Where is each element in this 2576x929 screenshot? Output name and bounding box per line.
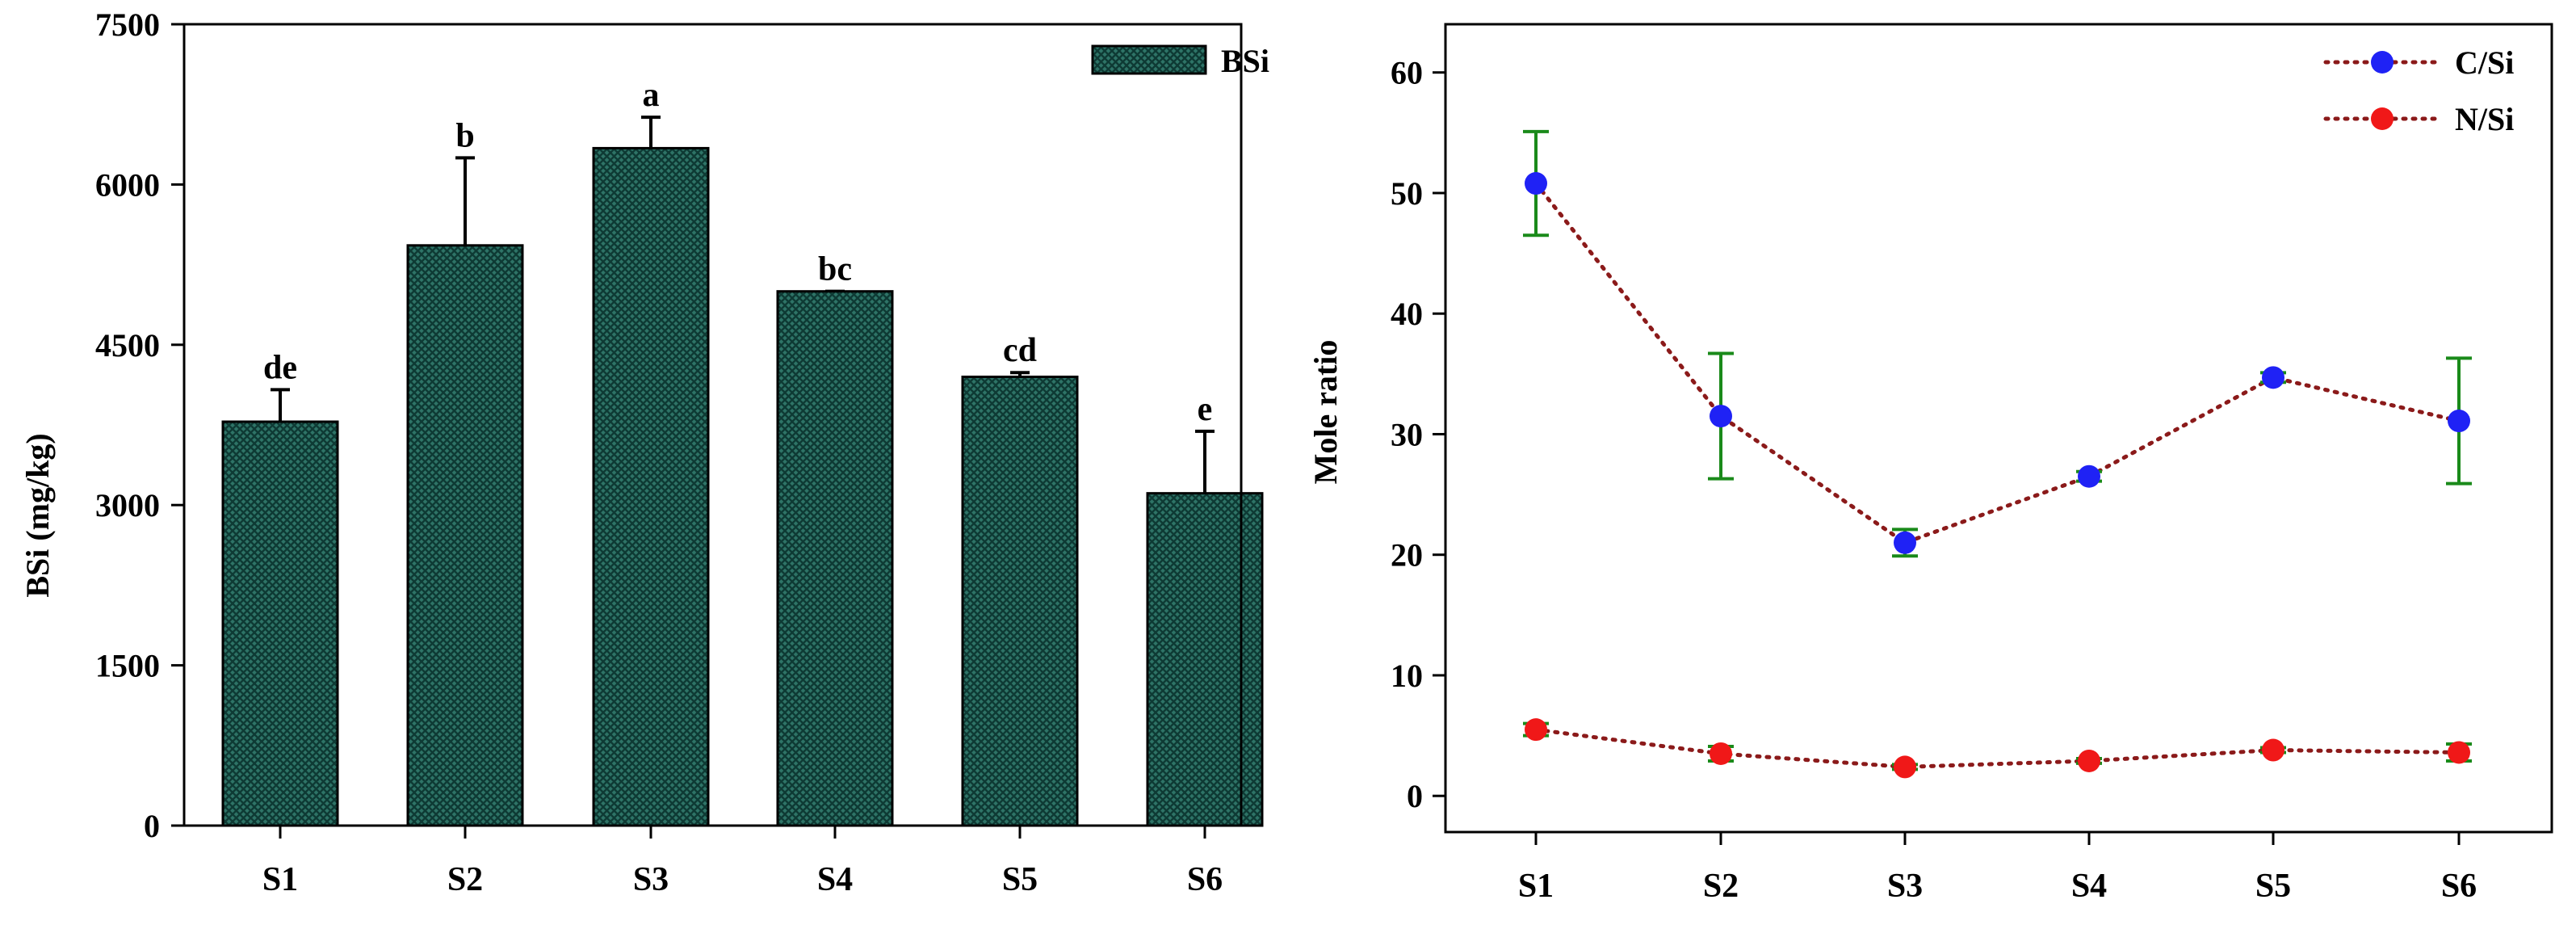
y-tick-label: 50 — [1391, 175, 1423, 212]
mole-ratio-plot-area: S1 S2 S3 S4 S5 S6 0 10 20 30 40 50 60 — [1391, 23, 2553, 905]
x-tick-label: S2 — [447, 861, 483, 898]
y-tick-label: 1500 — [95, 648, 160, 684]
data-point — [1525, 718, 1547, 742]
y-tick-label: 4500 — [95, 327, 160, 364]
legend-label-n-si: N/Si — [2455, 101, 2514, 137]
bar — [406, 244, 524, 827]
x-tick-label: S4 — [2071, 868, 2107, 905]
x-tick-label: S6 — [1187, 861, 1223, 898]
data-point — [2448, 410, 2470, 433]
bar — [221, 420, 339, 827]
y-axis-label-bsi: BSi (mg/kg) — [19, 433, 56, 597]
legend-swatch-bsi — [1091, 44, 1207, 75]
significance-letter: de — [263, 349, 297, 386]
data-point — [2448, 741, 2470, 764]
series-line — [1533, 727, 2461, 769]
significance-letter: bc — [818, 251, 852, 288]
y-tick-label: 40 — [1391, 296, 1423, 332]
x-tick-label: S1 — [1518, 868, 1554, 905]
y-tick-label: 60 — [1391, 55, 1423, 91]
legend-label-c-si: C/Si — [2455, 44, 2514, 81]
x-tick-label: S3 — [633, 861, 669, 898]
bsi-plot-area: de S1 b S2 a S3 bc S4 cd S5 e S6 0 1500 3000 4500 6000 75… — [95, 6, 1264, 898]
y-tick-label: 7500 — [95, 6, 160, 43]
y-tick-label: 10 — [1391, 658, 1423, 694]
data-point — [1894, 755, 1916, 779]
mole-ratio-legend: C/Si N/Si — [2323, 44, 2514, 137]
significance-letter: e — [1198, 391, 1213, 428]
bar — [592, 146, 710, 827]
x-tick-label: S6 — [2441, 868, 2477, 905]
y-tick-label: 0 — [144, 808, 160, 844]
data-point — [2078, 464, 2100, 488]
data-point — [2078, 749, 2100, 772]
data-point — [2262, 366, 2284, 389]
significance-letter: a — [643, 77, 660, 114]
legend-marker-c-si — [2371, 51, 2393, 74]
data-point — [2262, 738, 2284, 762]
bar — [1146, 492, 1264, 827]
data-point — [1710, 742, 1732, 765]
plot-frame — [183, 23, 1243, 827]
legend-label-bsi: BSi — [1221, 43, 1269, 79]
data-point — [1525, 172, 1547, 195]
plot-frame — [1444, 23, 2553, 834]
data-point — [1710, 405, 1732, 428]
y-tick-label: 30 — [1391, 416, 1423, 452]
bsi-legend: BSi — [1091, 43, 1269, 79]
x-tick-label: S3 — [1887, 868, 1923, 905]
y-axis-label-mole-ratio: Mole ratio — [1307, 340, 1344, 485]
series-line — [1533, 181, 2461, 545]
y-tick-label: 6000 — [95, 166, 160, 203]
significance-letter: cd — [1003, 332, 1037, 369]
x-tick-label: S1 — [262, 861, 298, 898]
x-tick-label: S5 — [1002, 861, 1038, 898]
bar — [776, 290, 894, 827]
y-tick-label: 3000 — [95, 487, 160, 523]
x-tick-label: S5 — [2255, 868, 2291, 905]
y-tick-label: 20 — [1391, 537, 1423, 574]
legend-marker-n-si — [2371, 107, 2393, 130]
data-point — [1894, 531, 1916, 554]
y-tick-label: 0 — [1407, 778, 1423, 814]
significance-letter: b — [455, 117, 474, 154]
bar — [961, 375, 1079, 827]
x-tick-label: S4 — [817, 861, 853, 898]
x-tick-label: S2 — [1703, 868, 1739, 905]
